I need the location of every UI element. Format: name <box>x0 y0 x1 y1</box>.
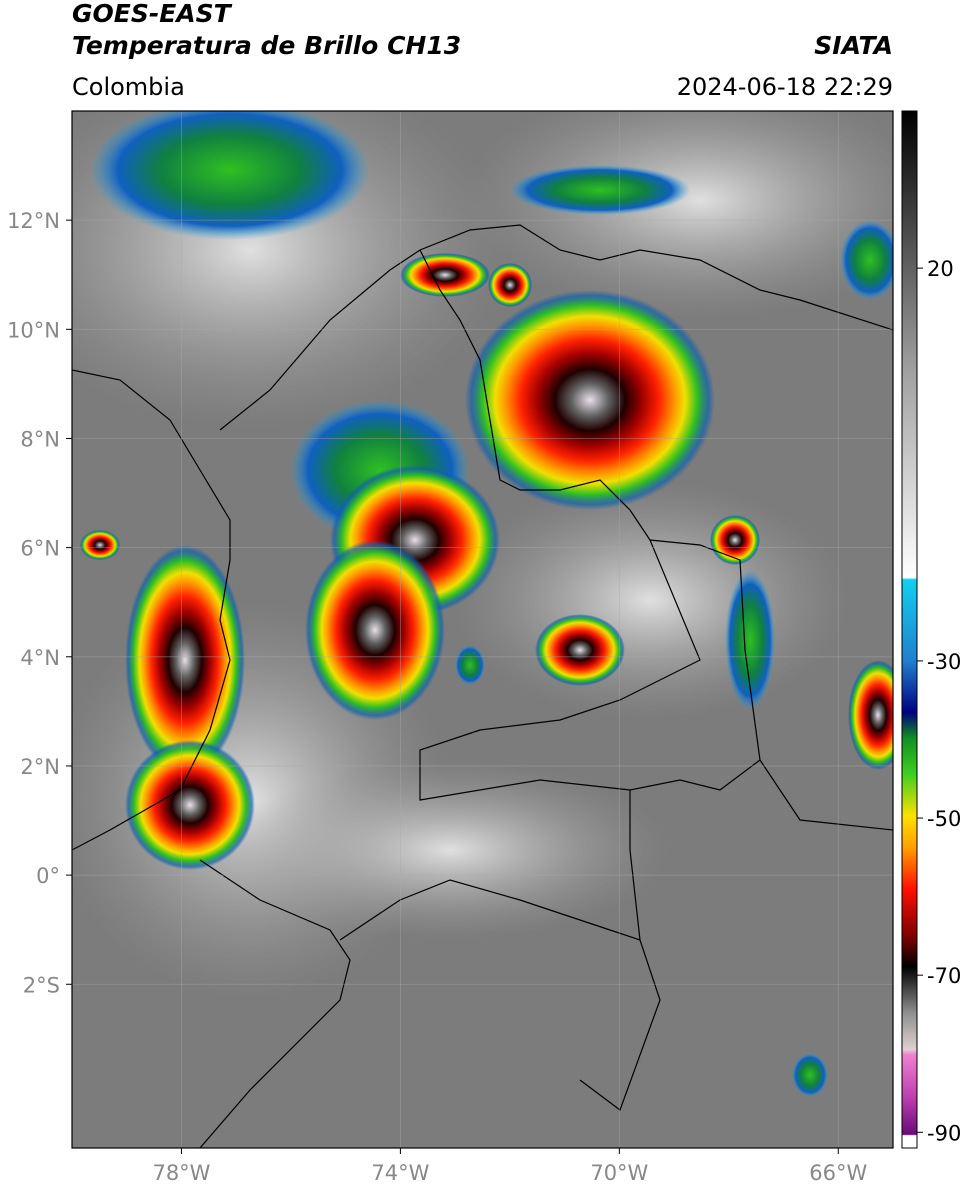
weak-convection <box>725 570 775 710</box>
colorbar-tick-label: 20 <box>927 257 954 281</box>
agency-name: SIATA <box>814 31 893 60</box>
storm <box>710 515 760 565</box>
storm <box>400 253 490 297</box>
lon-tick-label: 78°W <box>152 1161 210 1185</box>
colorbar-tick-label: -70 <box>927 964 961 988</box>
weak-convection <box>510 165 690 215</box>
lat-tick-label: 2°N <box>20 755 60 779</box>
cloud <box>460 111 893 320</box>
lon-tick-label: 70°W <box>590 1161 648 1185</box>
storm <box>535 614 625 686</box>
weak-convection <box>792 1053 828 1097</box>
map-image <box>72 111 893 1148</box>
storm <box>305 540 445 720</box>
colorbar-tick-label: -90 <box>927 1121 961 1145</box>
weak-convection <box>90 111 370 240</box>
storm <box>80 530 120 560</box>
colorbar-tick-label: -30 <box>927 650 961 674</box>
lat-tick-label: 2°S <box>23 973 60 997</box>
lon-tick-label: 74°W <box>371 1161 429 1185</box>
weak-convection <box>840 220 893 300</box>
cloud <box>230 760 670 940</box>
lat-tick-label: 10°N <box>7 318 60 342</box>
grid <box>72 111 893 1148</box>
weak-convection <box>455 645 485 685</box>
storm <box>488 263 532 307</box>
lat-tick-label: 8°N <box>20 427 60 451</box>
lat-tick-label: 12°N <box>7 209 60 233</box>
product-name: Temperatura de Brillo CH13 <box>72 31 461 60</box>
storm <box>125 740 255 870</box>
colorbar <box>901 110 918 1149</box>
storm <box>465 290 715 510</box>
lon-tick-label: 66°W <box>809 1161 867 1185</box>
region-name: Colombia <box>72 73 185 101</box>
borders <box>72 224 893 1148</box>
satellite-name: GOES-EAST <box>72 0 233 28</box>
colorbar-tick-label: -50 <box>927 807 961 831</box>
cloud <box>450 480 850 720</box>
lat-tick-label: 0° <box>36 864 60 888</box>
storm <box>125 545 245 775</box>
map-frame <box>71 110 894 1149</box>
datetime: 2024-06-18 22:29 <box>677 73 893 101</box>
lat-tick-label: 4°N <box>20 646 60 670</box>
storm <box>848 660 893 770</box>
lat-tick-label: 6°N <box>20 537 60 561</box>
